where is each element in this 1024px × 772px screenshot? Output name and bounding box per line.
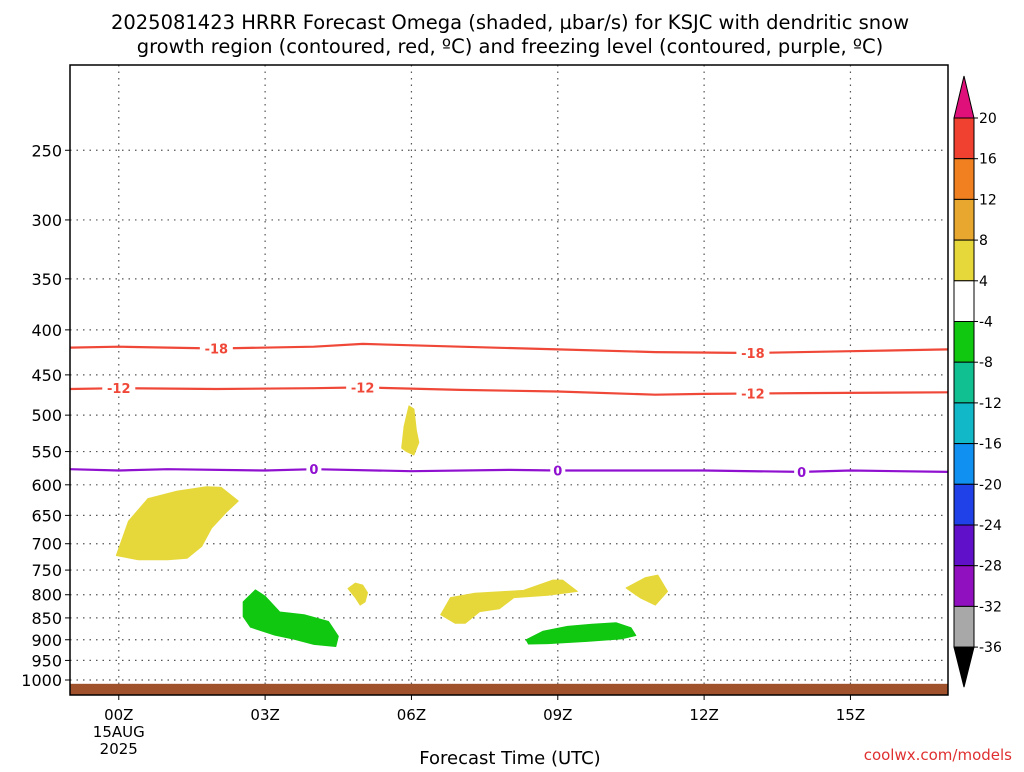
omega-region	[440, 579, 578, 624]
ground-surface	[70, 683, 948, 695]
contour-label-bg	[736, 385, 770, 402]
omega-region	[525, 622, 637, 645]
contour-line	[69, 386, 949, 396]
contour-label-bg	[102, 380, 136, 397]
y-tick-label: 450	[31, 366, 62, 385]
colorbar-label: -24	[979, 518, 1002, 534]
contour-label: 0	[309, 463, 318, 478]
contour-label: -12	[107, 382, 131, 397]
y-tick-label: 650	[31, 506, 62, 525]
colorbar-label: 4	[979, 274, 988, 290]
y-tick-label: 1000	[21, 671, 62, 690]
colorbar-label: -12	[979, 396, 1002, 412]
colorbar-label: -20	[979, 477, 1002, 493]
colorbar-segment	[953, 524, 975, 567]
colorbar-segment	[953, 565, 975, 607]
colorbar-segment	[953, 402, 975, 445]
contour-label-bg	[794, 463, 810, 480]
plot-frame	[69, 64, 949, 696]
x-tick-sublabel: 2025	[100, 740, 138, 758]
colorbar-segment	[953, 361, 975, 404]
y-tick-label: 950	[31, 651, 62, 670]
x-tick-label: 15Z	[836, 706, 865, 724]
y-tick-label: 600	[31, 476, 62, 495]
colorbar-under-triangle	[953, 646, 975, 688]
contour-label: -18	[741, 347, 765, 362]
contour-label: -12	[351, 381, 375, 396]
x-tick-label: 06Z	[397, 706, 426, 724]
colorbar-label: 12	[979, 192, 997, 208]
contour-label-bg	[736, 345, 770, 362]
chart-title-line1: 2025081423 HRRR Forecast Omega (shaded, …	[111, 11, 909, 34]
y-tick-label: 550	[31, 443, 62, 462]
contour-label-bg	[199, 340, 233, 357]
colorbar-segment	[953, 443, 975, 485]
colorbar-label: -28	[979, 559, 1002, 575]
y-tick-label: 350	[31, 270, 62, 289]
y-tick-label: 850	[31, 609, 62, 628]
contour-label: -12	[741, 388, 765, 403]
contour-label: 0	[797, 466, 806, 481]
y-tick-label: 250	[31, 141, 62, 160]
colorbar-label: 16	[979, 152, 997, 168]
colorbar-label: -32	[979, 599, 1002, 615]
colorbar-label: -36	[979, 640, 1002, 656]
credit-text: coolwx.com/models	[864, 746, 1012, 764]
contour-label: -18	[205, 343, 229, 358]
contour-line	[69, 342, 949, 355]
colorbar-segment	[953, 605, 975, 648]
colorbar-segment	[953, 117, 975, 160]
y-tick-label: 700	[31, 535, 62, 554]
omega-region	[115, 486, 239, 561]
colorbar-segment	[953, 198, 975, 241]
colorbar: 20 16 12 8 4 -4 -8 -12 -16 -20 -24 -28 -32 -36	[953, 75, 1002, 688]
y-tick-label: 750	[31, 561, 62, 580]
contour-line	[69, 468, 949, 474]
colorbar-label: 20	[979, 111, 997, 127]
colorbar-segment	[953, 158, 975, 200]
x-tick-label: 12Z	[689, 706, 718, 724]
colorbar-label: 8	[979, 233, 988, 249]
colorbar-over-triangle	[953, 75, 975, 119]
contour-label-bg	[550, 462, 566, 479]
contour-label-bg	[346, 379, 380, 396]
omega-region	[625, 574, 668, 606]
y-tick-label: 300	[31, 211, 62, 230]
plot-area: -18 -18 -12 -12 -12 0 0 0 250 300 350 400 450 500 550 6…	[21, 64, 949, 758]
x-tick-label: 00Z	[104, 706, 133, 724]
x-axis-label: Forecast Time (UTC)	[419, 748, 600, 768]
contour-label: 0	[553, 465, 562, 480]
y-tick-label: 800	[31, 586, 62, 605]
colorbar-segment	[953, 280, 975, 322]
omega-region	[401, 405, 420, 456]
colorbar-segment	[953, 321, 975, 363]
colorbar-label: -4	[979, 315, 993, 331]
x-tick-sublabel: 15AUG	[93, 723, 145, 741]
x-tick-label: 09Z	[543, 706, 572, 724]
contour-label-bg	[306, 461, 322, 478]
omega-region	[242, 589, 339, 647]
colorbar-label: -16	[979, 437, 1002, 453]
colorbar-segment	[953, 239, 975, 282]
y-tick-label: 900	[31, 631, 62, 650]
x-tick-label: 03Z	[250, 706, 279, 724]
y-tick-label: 400	[31, 321, 62, 340]
omega-region	[347, 582, 368, 606]
chart-title-line2: growth region (contoured, red, ºC) and f…	[137, 35, 884, 58]
colorbar-label: -8	[979, 355, 993, 371]
colorbar-segment	[953, 483, 975, 526]
y-tick-label: 500	[31, 406, 62, 425]
